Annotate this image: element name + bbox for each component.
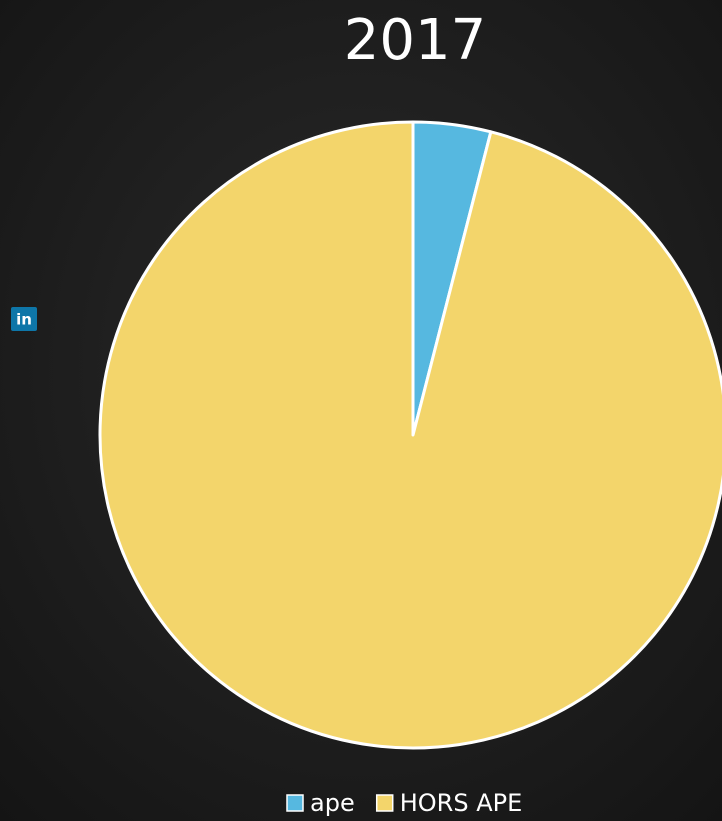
pie — [98, 120, 722, 750]
legend-label: HORS APE — [400, 789, 523, 817]
linkedin-icon[interactable]: in — [11, 307, 37, 331]
legend-swatch — [286, 794, 304, 812]
legend-label: ape — [310, 789, 355, 817]
icon-box[interactable] — [11, 307, 37, 331]
icon-text[interactable]: in — [16, 311, 32, 329]
pie-slice — [98, 120, 722, 750]
legend-swatch — [375, 794, 394, 812]
legend: ape HORS APE — [286, 789, 523, 817]
chart-title: 2017 — [344, 8, 487, 73]
